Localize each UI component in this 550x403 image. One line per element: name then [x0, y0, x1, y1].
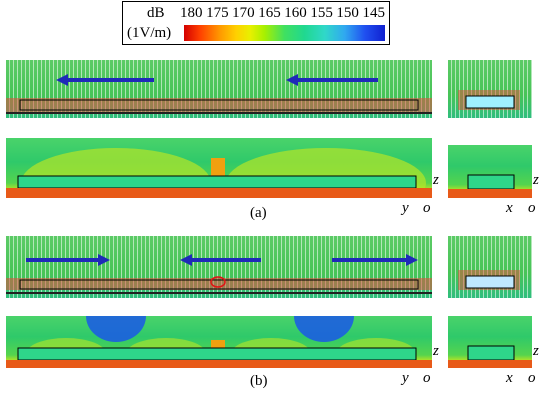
panel-a-vector-side [6, 60, 432, 118]
flow-arrowhead [56, 74, 68, 86]
current-loop [210, 276, 226, 288]
flow-arrowhead [406, 254, 418, 266]
panel-b-field-front [448, 316, 532, 368]
conductor-outline [19, 279, 419, 290]
legend-tick: 175 [206, 5, 229, 21]
legend-ticks: 180 175 170 165 160 155 150 145 [180, 6, 385, 22]
panel-a-field-front [448, 145, 532, 198]
axis-y-label: y [402, 200, 409, 216]
flow-arrowhead [286, 74, 298, 86]
current-layer [6, 278, 432, 290]
axis-origin-label: o [423, 370, 431, 386]
panel-b-vector-front-svg [458, 270, 520, 290]
conductor-outline [467, 345, 515, 361]
panel-b-vector-side [6, 236, 432, 298]
flow-arrowhead [98, 254, 110, 266]
panel-b-vector-svg [6, 254, 432, 294]
conductor-outline [19, 99, 419, 111]
legend-unit-bottom: (1V/m) [127, 25, 172, 41]
axis-z-label: z [433, 172, 439, 188]
panel-b-vector-front [448, 236, 532, 298]
panel-b-field-side [6, 316, 432, 368]
axis-x-label: x [506, 370, 513, 386]
panel-a-field-front-svg [448, 174, 532, 198]
conductor-outline [465, 275, 515, 289]
legend-tick: 155 [310, 5, 333, 21]
legend-tick: 180 [180, 5, 203, 21]
axis-z-label: z [433, 343, 439, 359]
conductor-outline [465, 95, 515, 109]
conductor-outline [17, 347, 417, 361]
panel-a-vector-svg [6, 74, 432, 114]
conductor-outline [17, 175, 417, 189]
panel-b-field-front-svg [448, 345, 532, 368]
legend-tick: 160 [284, 5, 307, 21]
panel-b-field-svg [6, 316, 432, 368]
axis-origin-label: o [528, 370, 536, 386]
axis-origin-label: o [528, 200, 536, 216]
axis-x-label: x [506, 200, 513, 216]
legend-tick: 170 [232, 5, 255, 21]
legend-tick: 165 [258, 5, 281, 21]
axis-z-label: z [533, 343, 539, 359]
flow-arrowhead [180, 254, 192, 266]
legend-tick: 150 [336, 5, 359, 21]
legend-unit-top: dB [147, 5, 165, 21]
current-layer [6, 98, 432, 112]
axis-z-label: z [533, 172, 539, 188]
axis-origin-label: o [423, 200, 431, 216]
legend-colorbar [184, 25, 385, 41]
legend-tick: 145 [362, 5, 385, 21]
caption-b: (b) [250, 373, 268, 389]
caption-a: (a) [250, 205, 267, 221]
panel-a-field-side [6, 138, 432, 198]
panel-a-vector-front [448, 60, 532, 118]
axis-y-label: y [402, 370, 409, 386]
conductor-outline [467, 174, 515, 190]
panel-a-field-svg [6, 148, 432, 198]
panel-a-vector-front-svg [458, 90, 520, 110]
